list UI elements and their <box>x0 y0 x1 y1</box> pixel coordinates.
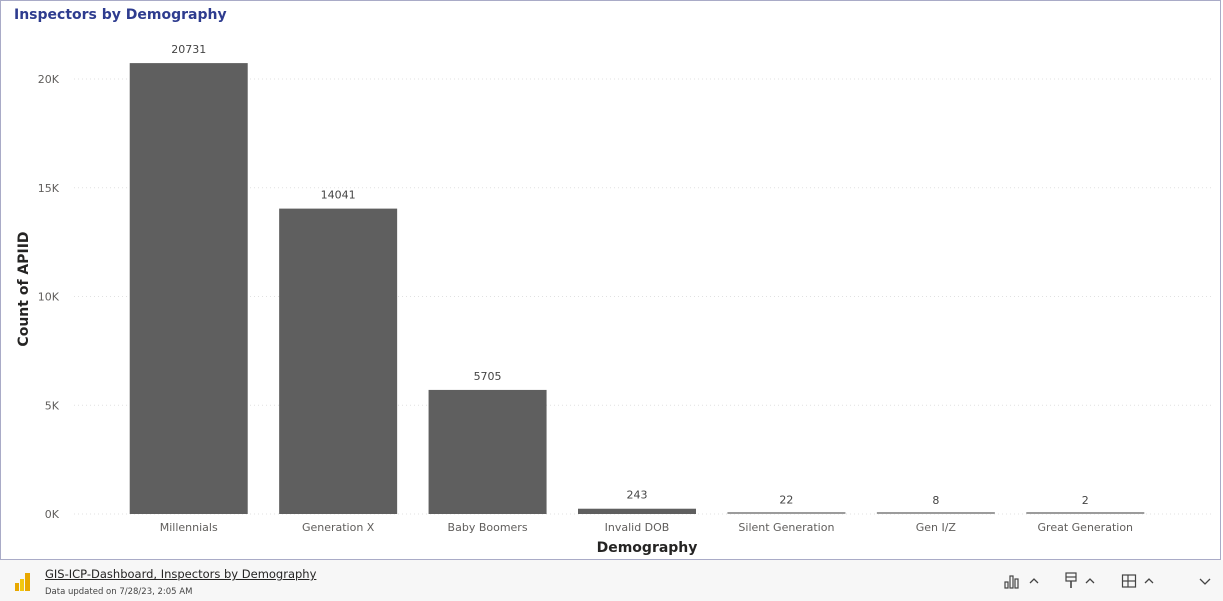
y-tick-label: 20K <box>38 73 60 86</box>
data-label: 8 <box>932 494 939 507</box>
layout-options-button[interactable] <box>1121 571 1155 591</box>
bar-4 <box>727 512 846 514</box>
bar-chart-icon <box>1004 575 1019 589</box>
x-tick-label: Great Generation <box>1038 521 1134 534</box>
format-options-button[interactable] <box>1064 571 1096 591</box>
powerbi-logo-icon <box>15 573 30 591</box>
x-tick-label: Generation X <box>302 521 375 534</box>
x-tick-label: Silent Generation <box>738 521 834 534</box>
bar-6 <box>1026 512 1145 514</box>
chevron-up-icon <box>1029 578 1039 584</box>
x-tick-label: Gen I/Z <box>916 521 957 534</box>
data-label: 22 <box>779 494 793 507</box>
data-updated-text: Data updated on 7/28/23, 2:05 AM <box>45 587 193 597</box>
x-tick-label: Baby Boomers <box>448 521 528 534</box>
chart-title: Inspectors by Demography <box>14 7 227 23</box>
data-label: 2 <box>1082 494 1089 507</box>
chart-visual: Inspectors by Demography 0K 5K 10K 15K 20K 20… <box>0 0 1221 560</box>
bar-chart: 0K 5K 10K 15K 20K 20731 Millennials 14041 Genera… <box>16 43 1211 556</box>
collapse-footer-button[interactable] <box>1198 571 1212 591</box>
x-tick-label: Invalid DOB <box>605 521 670 534</box>
chevron-up-icon <box>1144 578 1154 584</box>
bar-2 <box>428 389 547 514</box>
data-label: 243 <box>627 489 648 502</box>
bar-1 <box>279 208 398 514</box>
data-label: 5705 <box>474 370 502 383</box>
report-footer: GIS-ICP-Dashboard, Inspectors by Demogra… <box>0 560 1223 601</box>
chevron-down-icon <box>1199 578 1211 585</box>
data-label: 14041 <box>321 189 356 202</box>
bar-0 <box>129 63 248 515</box>
y-tick-label: 10K <box>38 291 60 304</box>
y-axis-title: Count of APIID <box>16 231 32 346</box>
y-tick-label: 15K <box>38 182 60 195</box>
visual-options-button[interactable] <box>1004 571 1040 591</box>
y-tick-label: 0K <box>45 508 60 521</box>
data-label: 20731 <box>171 43 206 56</box>
paintbrush-icon <box>1065 572 1077 588</box>
y-tick-label: 5K <box>45 399 60 412</box>
x-tick-label: Millennials <box>160 521 218 534</box>
bar-5 <box>876 512 995 514</box>
bar-3 <box>578 508 696 514</box>
chevron-up-icon <box>1085 578 1095 584</box>
layout-icon <box>1121 574 1137 588</box>
report-title-link[interactable]: GIS-ICP-Dashboard, Inspectors by Demogra… <box>45 567 317 581</box>
x-axis-title: Demography <box>597 540 698 556</box>
